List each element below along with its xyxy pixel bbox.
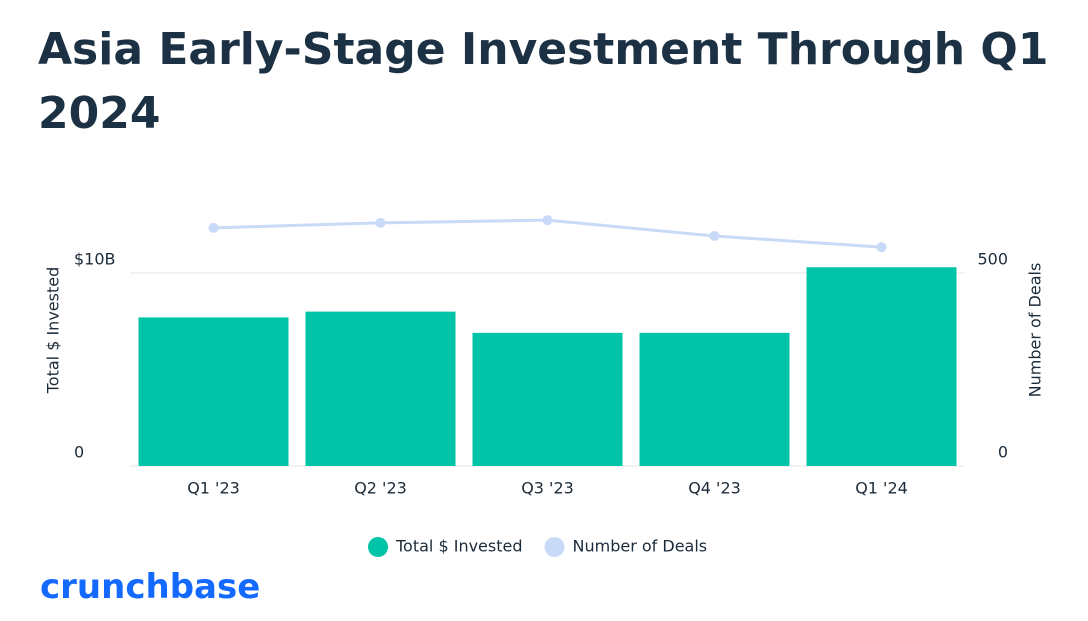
bar <box>138 317 289 466</box>
y2-tick-label: 500 <box>977 250 1008 269</box>
y-axis-label: Total $ Invested <box>44 267 63 395</box>
x-tick-label: Q1 '24 <box>855 479 908 498</box>
y-tick-label: 0 <box>74 443 84 462</box>
x-tick-label: Q3 '23 <box>521 479 574 498</box>
y-tick-label: $10B <box>74 250 116 269</box>
chart-title: Asia Early-Stage Investment Through Q1 20… <box>38 24 1048 139</box>
x-tick-label: Q1 '23 <box>187 479 240 498</box>
y2-tick-label: 0 <box>998 443 1008 462</box>
line-point <box>375 217 386 228</box>
bar <box>305 311 456 466</box>
line-point <box>208 222 219 233</box>
line-point <box>876 242 887 253</box>
bar <box>806 267 957 466</box>
bar <box>639 332 790 466</box>
y2-axis-label: Number of Deals <box>1026 263 1045 398</box>
legend-label: Number of Deals <box>573 537 708 556</box>
x-tick-label: Q4 '23 <box>688 479 741 498</box>
x-tick-label: Q2 '23 <box>354 479 407 498</box>
logo: crunchbase <box>40 567 260 607</box>
legend-swatch <box>368 537 388 557</box>
line-point <box>709 230 720 241</box>
line-point <box>542 215 553 226</box>
bar <box>472 332 623 466</box>
legend-label: Total $ Invested <box>395 537 523 556</box>
legend-swatch <box>544 537 565 557</box>
